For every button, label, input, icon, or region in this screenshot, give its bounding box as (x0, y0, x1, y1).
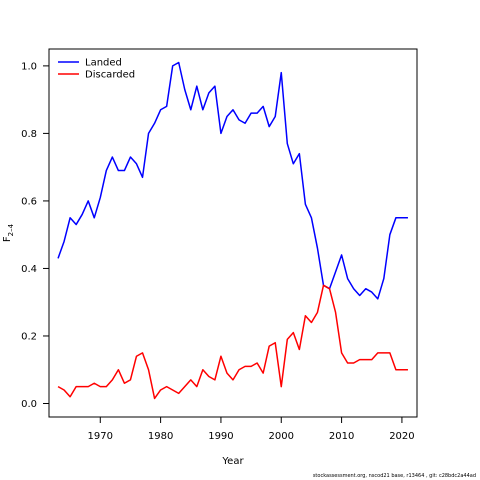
x-tick-label-1970: 1970 (88, 431, 113, 442)
y-axis-title-subscript: 2–4 (7, 223, 15, 236)
x-axis-title: Year (221, 456, 244, 467)
series-discarded (57, 284, 408, 400)
y-tick-label-1: 0.2 (21, 331, 37, 342)
x-tick-label-2010: 2010 (329, 431, 354, 442)
y-tick-label-3: 0.6 (21, 196, 37, 207)
legend: Landed Discarded (58, 58, 135, 81)
x-tick-label-1980: 1980 (148, 431, 173, 442)
x-tick-label-1990: 1990 (208, 431, 233, 442)
x-axis: 1970 1980 1990 2000 2010 2020 (88, 417, 415, 442)
y-tick-label-5: 1.0 (21, 61, 37, 72)
series-line-discarded (57, 284, 408, 400)
footer-credit: stockassessment.org, nscod21 base, r1346… (313, 473, 476, 479)
y-tick-label-4: 0.8 (21, 129, 37, 140)
legend-label-discarded: Discarded (85, 70, 135, 81)
y-tick-label-0: 0.0 (21, 399, 37, 410)
y-axis-title: F2–4 (2, 223, 15, 242)
y-axis-title-main: F (2, 236, 13, 242)
series-layer (57, 61, 408, 400)
y-axis: 0.0 0.2 0.4 0.6 0.8 1.0 (21, 61, 49, 410)
y-tick-label-2: 0.4 (21, 264, 37, 275)
x-tick-label-2020: 2020 (389, 431, 414, 442)
legend-label-landed: Landed (85, 58, 122, 69)
series-line-landed (57, 61, 408, 300)
series-landed (57, 61, 408, 300)
plot-frame (48, 48, 418, 418)
x-tick-label-2000: 2000 (269, 431, 294, 442)
